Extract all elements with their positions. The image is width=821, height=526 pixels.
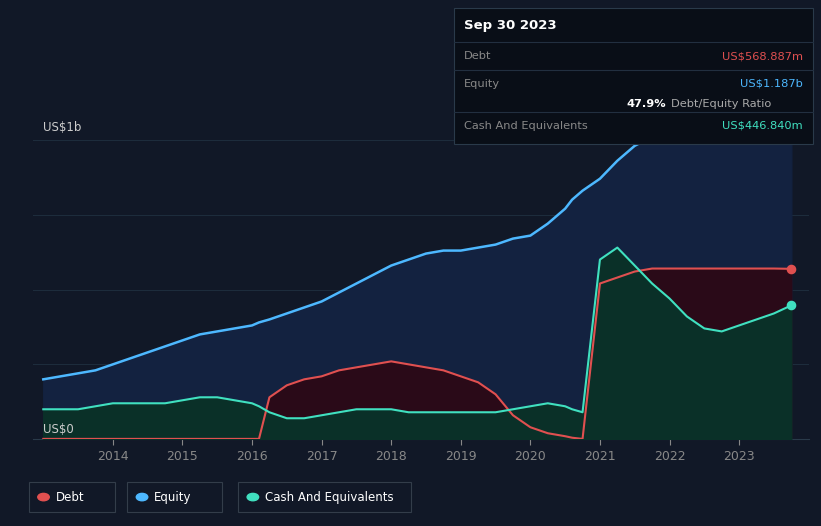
- Text: US$1b: US$1b: [44, 121, 81, 134]
- Text: Cash And Equivalents: Cash And Equivalents: [265, 491, 394, 503]
- Text: Equity: Equity: [464, 79, 500, 89]
- Text: Cash And Equivalents: Cash And Equivalents: [464, 121, 588, 131]
- Point: [785, 265, 798, 273]
- Text: US$446.840m: US$446.840m: [722, 121, 803, 131]
- Text: US$568.887m: US$568.887m: [722, 51, 803, 61]
- Point: [785, 79, 798, 88]
- Text: Equity: Equity: [154, 491, 192, 503]
- Text: Debt: Debt: [56, 491, 85, 503]
- Point: [785, 301, 798, 310]
- Text: Sep 30 2023: Sep 30 2023: [464, 19, 557, 33]
- Text: Debt: Debt: [464, 51, 491, 61]
- Text: Debt/Equity Ratio: Debt/Equity Ratio: [672, 99, 772, 109]
- Text: US$0: US$0: [44, 423, 74, 436]
- Text: 47.9%: 47.9%: [626, 99, 666, 109]
- Text: US$1.187b: US$1.187b: [740, 79, 803, 89]
